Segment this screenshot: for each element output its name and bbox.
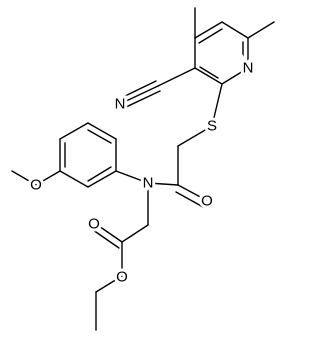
bonds xyxy=(11,7,275,331)
atom-label: O xyxy=(201,193,213,210)
atom-label: N xyxy=(115,96,126,113)
atom-label: O xyxy=(88,216,100,233)
atom-label: N xyxy=(143,175,154,192)
atom-label: S xyxy=(207,118,217,135)
atom-labels: N N S N O O O O xyxy=(27,57,256,289)
atom-label: O xyxy=(116,269,128,286)
molecule-diagram: N N S N O O O O xyxy=(11,7,275,331)
atom-label: O xyxy=(30,177,42,194)
atom-label: N xyxy=(243,60,254,77)
